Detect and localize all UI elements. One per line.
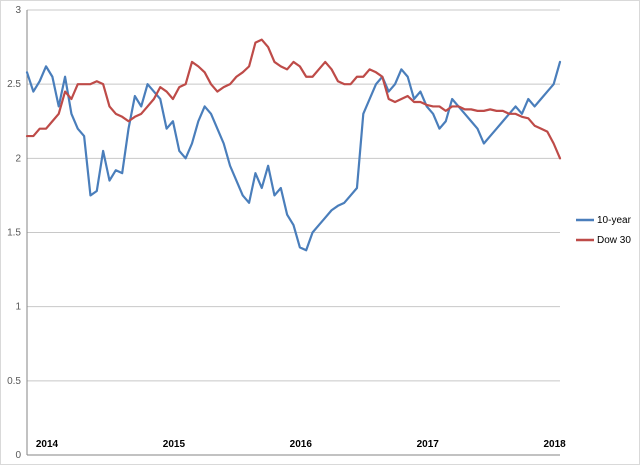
y-tick-label: 2.5	[7, 79, 21, 90]
x-tick-label: 2017	[417, 439, 440, 450]
legend-label: Dow 30	[597, 235, 631, 246]
x-tick-label: 2014	[36, 439, 59, 450]
x-axis-tick-labels: 2014 2015 2016 2017 2018	[36, 439, 566, 450]
series-lines	[25, 38, 562, 252]
series-line-0	[25, 60, 562, 252]
x-tick-label: 2016	[290, 439, 313, 450]
legend: 10-year Dow 30	[576, 215, 632, 246]
y-tick-label: 0.5	[7, 376, 21, 387]
series-line-1	[25, 38, 562, 160]
y-tick-label: 0	[15, 450, 21, 461]
y-axis-tick-labels: 0 0.5 1 1.5 2 2.5 3	[7, 5, 21, 461]
x-tick-label: 2018	[543, 439, 566, 450]
y-tick-label: 1.5	[7, 228, 21, 239]
y-tick-label: 2	[15, 153, 21, 164]
legend-label: 10-year	[597, 215, 632, 226]
y-tick-label: 3	[15, 5, 21, 16]
gridlines	[26, 9, 560, 456]
y-tick-label: 1	[15, 302, 21, 313]
x-tick-label: 2015	[163, 439, 186, 450]
